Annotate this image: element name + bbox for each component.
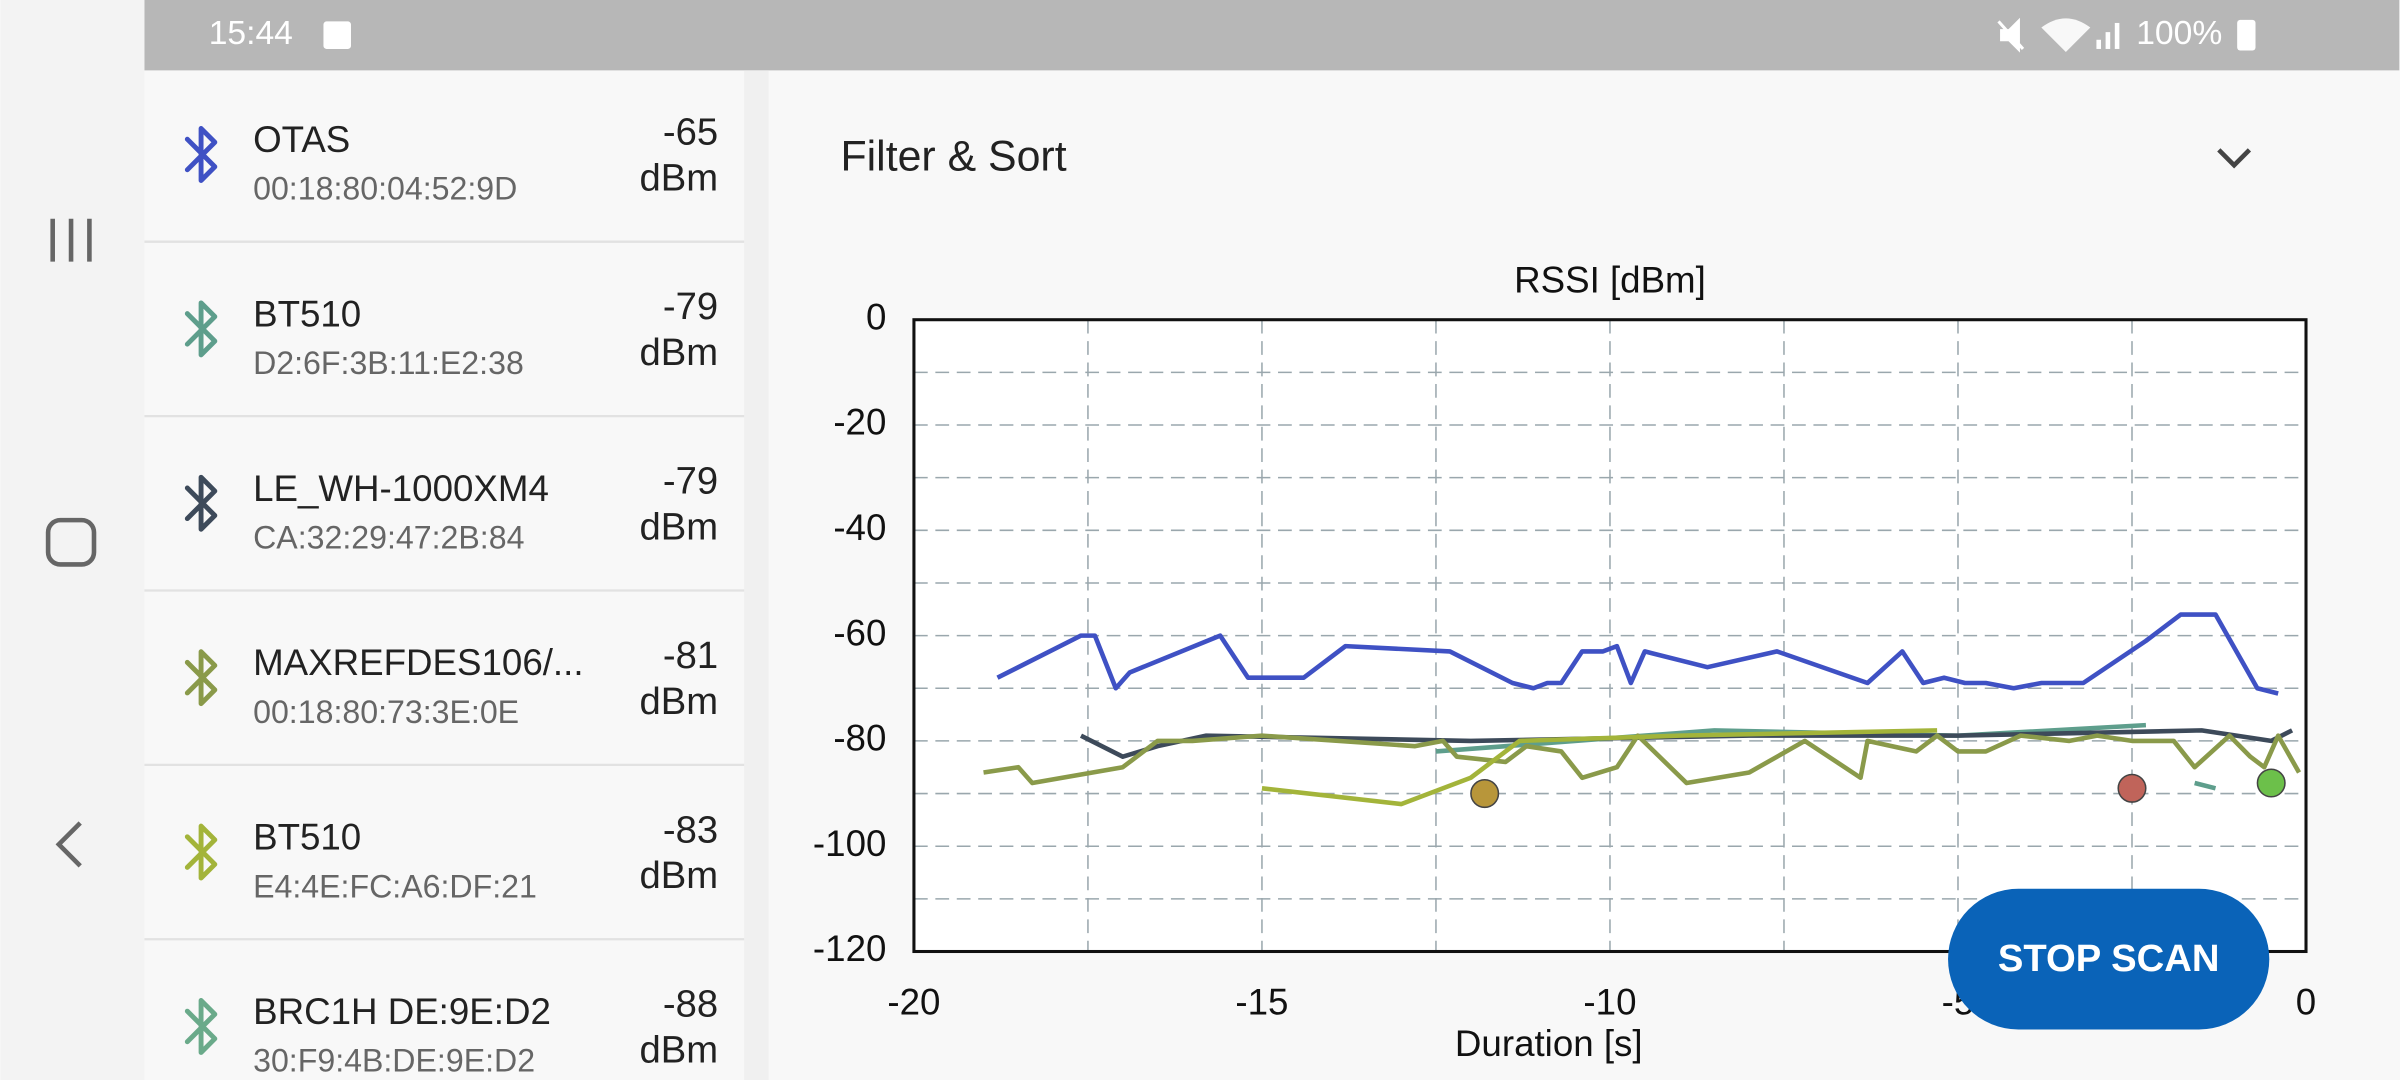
x-axis-label: Duration [s] (1455, 1023, 1643, 1064)
divider (744, 70, 769, 1080)
nav-recents[interactable] (50, 218, 92, 262)
status-image-icon (323, 21, 351, 49)
bluetooth-icon (187, 128, 215, 180)
device-name: BT510 (253, 293, 361, 334)
status-icons (1997, 17, 2120, 53)
device-name: BT510 (253, 817, 361, 858)
series-line (983, 733, 2302, 786)
bluetooth-icon (187, 1000, 215, 1052)
point-marker (2256, 768, 2286, 798)
status-battery: 100% (2136, 15, 2222, 52)
rssi-unit: dBm (640, 505, 719, 548)
nav-home[interactable] (45, 517, 97, 567)
device-address: 30:F9:4B:DE:9E:D2 (253, 1043, 535, 1079)
filter-chevron[interactable] (2217, 148, 2252, 169)
rssi-unit: dBm (640, 331, 719, 374)
point-marker (2117, 773, 2147, 803)
bluetooth-icon (187, 652, 215, 704)
filter-title[interactable]: Filter & Sort (841, 132, 1067, 180)
stop-scan-button[interactable]: STOP SCAN (1948, 888, 2270, 1030)
nav-back[interactable] (55, 821, 82, 868)
y-tick-label: -120 (813, 928, 886, 969)
x-tick-label: 0 (2296, 982, 2316, 1023)
device-address: CA:32:29:47:2B:84 (253, 519, 524, 555)
status-bar (144, 0, 2400, 71)
device-rssi: -88 (663, 983, 718, 1026)
y-tick-label: -20 (833, 402, 886, 443)
battery-icon (2237, 19, 2256, 51)
x-tick-label: -10 (1583, 982, 1636, 1023)
bluetooth-icon (187, 826, 215, 878)
device-address: 00:18:80:04:52:9D (253, 171, 517, 207)
device-address: E4:4E:FC:A6:DF:21 (253, 868, 537, 904)
device-address: D2:6F:3B:11:E2:38 (253, 345, 524, 381)
rssi-unit: dBm (640, 680, 719, 723)
rssi-unit: dBm (640, 1029, 719, 1072)
x-tick-label: -20 (887, 982, 940, 1023)
plot-frame (912, 318, 2308, 954)
device-rssi: -79 (663, 285, 718, 328)
button-label[interactable]: STOP SCAN (1998, 937, 2220, 980)
button-bg[interactable] (1948, 888, 2270, 1030)
status-time: 15:44 (209, 15, 293, 52)
bluetooth-icon (187, 477, 215, 529)
device-rssi: -79 (663, 459, 718, 502)
chart-title: RSSI [dBm] (1514, 260, 1706, 301)
y-tick-label: 0 (866, 296, 886, 337)
y-tick-label: -40 (833, 507, 886, 548)
point-marker (1470, 779, 1500, 809)
device-address: 00:18:80:73:3E:0E (253, 694, 519, 730)
device-name: MAXREFDES106/... (253, 642, 583, 683)
device-name: OTAS (253, 119, 350, 160)
y-tick-label: -60 (833, 612, 886, 653)
device-rssi: -83 (663, 808, 718, 851)
series-line (996, 612, 2279, 696)
device-rssi: -65 (663, 111, 718, 154)
y-tick-label: -100 (813, 823, 886, 864)
device-rssi: -81 (663, 634, 718, 677)
device-name: BRC1H DE:9E:D2 (253, 991, 551, 1032)
device-list: OTAS00:18:80:04:52:9D-65dBmBT510D2:6F:3B… (144, 111, 745, 1080)
bluetooth-icon (187, 303, 215, 355)
rssi-unit: dBm (640, 157, 719, 200)
y-tick-label: -80 (833, 718, 886, 759)
rssi-unit: dBm (640, 854, 719, 897)
x-tick-label: -15 (1235, 982, 1288, 1023)
series-line (1261, 728, 1938, 807)
device-name: LE_WH-1000XM4 (253, 468, 549, 509)
nav-bar (0, 0, 145, 1080)
